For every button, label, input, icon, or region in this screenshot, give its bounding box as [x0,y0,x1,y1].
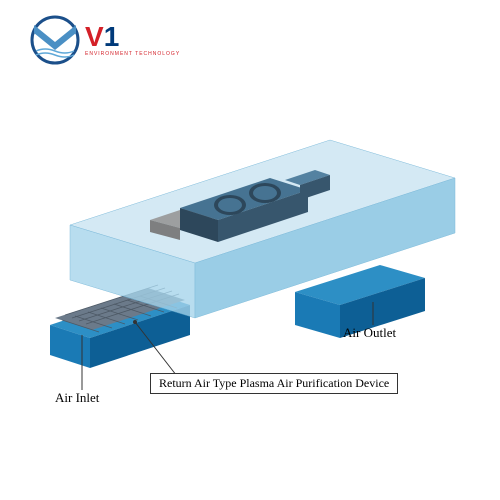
device-diagram: Air Outlet Air Inlet Return Air Type Pla… [30,100,470,420]
logo-text: V1 ENVIRONMENT TECHNOLOGY [85,23,180,57]
label-device: Return Air Type Plasma Air Purification … [150,373,398,394]
label-air-inlet: Air Inlet [55,390,99,406]
brand-logo: V1 ENVIRONMENT TECHNOLOGY [30,15,180,65]
logo-icon [30,15,80,65]
brand-tagline: ENVIRONMENT TECHNOLOGY [85,51,180,57]
brand-name: V1 [85,23,180,51]
label-air-outlet: Air Outlet [343,325,396,341]
